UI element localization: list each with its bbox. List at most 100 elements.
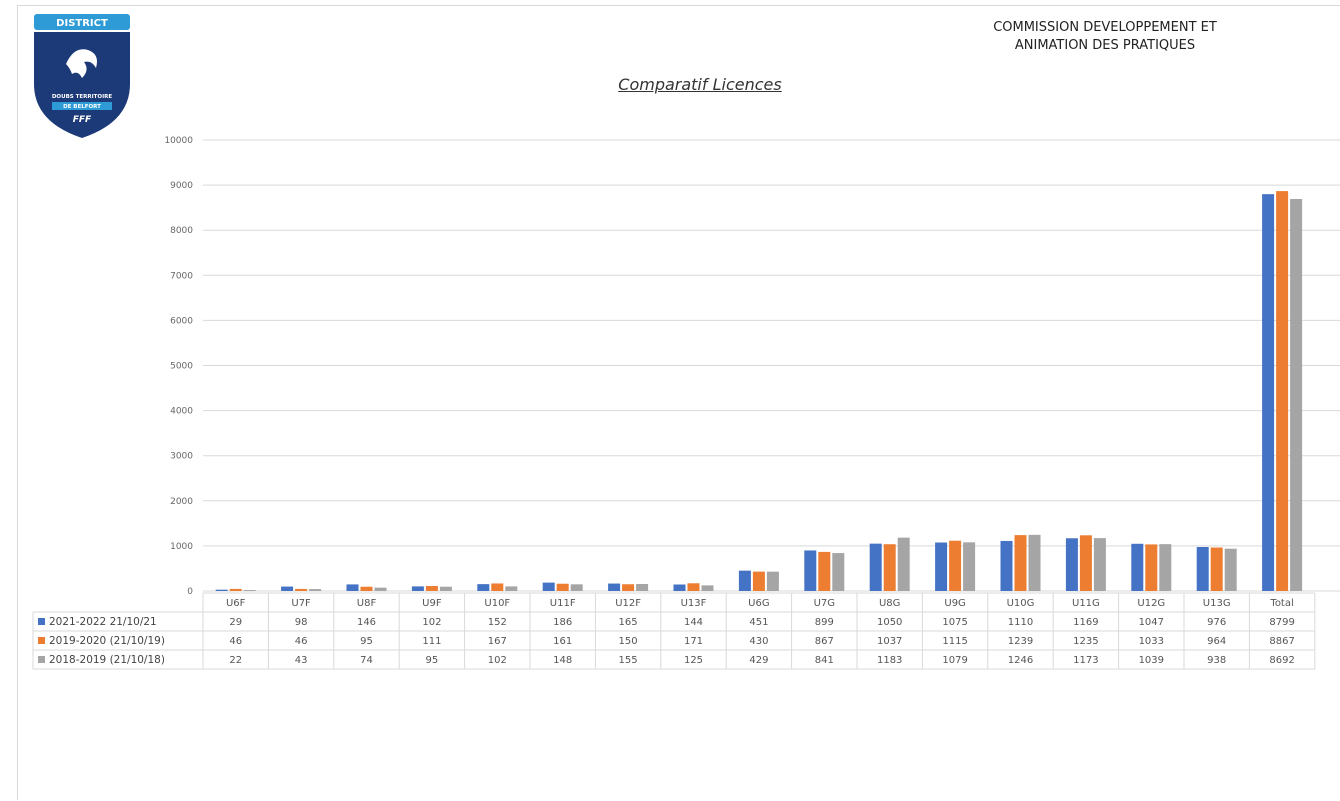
logo-mid-text-1: DOUBS TERRITOIRE bbox=[52, 94, 113, 100]
data-table-value: 111 bbox=[422, 636, 441, 647]
bar bbox=[636, 584, 649, 591]
bar bbox=[897, 537, 910, 591]
bar bbox=[1065, 538, 1078, 591]
category-label: Total bbox=[1269, 598, 1293, 609]
data-table-value: 167 bbox=[488, 636, 507, 647]
bar bbox=[883, 544, 896, 591]
data-table-value: 1033 bbox=[1139, 636, 1164, 647]
data-table-value: 98 bbox=[295, 617, 308, 628]
bar bbox=[505, 586, 518, 591]
data-table-value: 964 bbox=[1207, 636, 1226, 647]
data-table-value: 186 bbox=[553, 617, 572, 628]
data-table-value: 938 bbox=[1207, 655, 1226, 666]
data-table-value: 165 bbox=[619, 617, 638, 628]
bar bbox=[673, 584, 686, 591]
bar bbox=[935, 542, 948, 591]
y-tick-label: 9000 bbox=[170, 181, 193, 191]
y-tick-label: 0 bbox=[187, 587, 193, 597]
data-table-value: 144 bbox=[684, 617, 703, 628]
y-tick-label: 10000 bbox=[164, 136, 193, 146]
category-label: U9G bbox=[944, 598, 965, 609]
bar bbox=[1000, 540, 1013, 591]
legend-key bbox=[38, 656, 45, 663]
legend-label: 2018-2019 (21/10/18) bbox=[49, 654, 165, 666]
data-table-value: 976 bbox=[1207, 617, 1226, 628]
bar bbox=[346, 584, 359, 591]
page-frame bbox=[17, 5, 1340, 800]
bar bbox=[1210, 547, 1223, 591]
data-table-value: 46 bbox=[229, 636, 242, 647]
data-table-value: 152 bbox=[488, 617, 507, 628]
rooster-icon bbox=[66, 49, 97, 78]
bar bbox=[229, 588, 242, 591]
y-tick-label: 1000 bbox=[170, 542, 193, 552]
chart-title: Comparatif Licences bbox=[618, 75, 782, 94]
category-label: U7G bbox=[814, 598, 835, 609]
data-table-value: 171 bbox=[684, 636, 703, 647]
data-table-value: 22 bbox=[229, 655, 242, 666]
data-table-value: 46 bbox=[295, 636, 308, 647]
category-label: U13F bbox=[681, 598, 707, 609]
data-table-value: 8867 bbox=[1269, 636, 1294, 647]
data-table-value: 1050 bbox=[877, 617, 902, 628]
y-tick-label: 5000 bbox=[170, 362, 193, 372]
bar bbox=[752, 571, 765, 591]
data-table-value: 1169 bbox=[1073, 617, 1098, 628]
bar bbox=[556, 583, 569, 591]
data-table-value: 146 bbox=[357, 617, 376, 628]
data-table-value: 8692 bbox=[1269, 655, 1294, 666]
bar bbox=[215, 589, 228, 591]
category-label: U11G bbox=[1072, 598, 1100, 609]
bar bbox=[608, 583, 621, 591]
data-table-value: 841 bbox=[815, 655, 834, 666]
logo-bottom-text: FFF bbox=[73, 115, 92, 125]
bar bbox=[963, 542, 976, 591]
legend-label: 2019-2020 (21/10/19) bbox=[49, 635, 165, 647]
data-table-value: 1047 bbox=[1139, 617, 1164, 628]
data-table-value: 125 bbox=[684, 655, 703, 666]
commission-heading: COMMISSION DEVELOPPEMENT ET ANIMATION DE… bbox=[940, 19, 1270, 55]
category-label: U10G bbox=[1007, 598, 1035, 609]
data-table-value: 1039 bbox=[1139, 655, 1164, 666]
logo-mid-text-2: DE BELFORT bbox=[63, 104, 101, 110]
bar bbox=[1224, 548, 1237, 591]
category-label: U8F bbox=[357, 598, 377, 609]
data-table-value: 867 bbox=[815, 636, 834, 647]
bar bbox=[411, 586, 424, 591]
data-table-value: 451 bbox=[749, 617, 768, 628]
y-tick-label: 7000 bbox=[170, 271, 193, 281]
bar bbox=[1079, 535, 1092, 591]
data-table-value: 95 bbox=[360, 636, 373, 647]
bar bbox=[818, 551, 831, 591]
bar bbox=[869, 543, 882, 591]
district-logo: DISTRICT DOUBS TERRITOIRE DE BELFORT FFF bbox=[34, 14, 130, 138]
data-table-value: 161 bbox=[553, 636, 572, 647]
category-label: U6F bbox=[226, 598, 246, 609]
bar bbox=[766, 571, 779, 591]
y-tick-label: 8000 bbox=[170, 226, 193, 236]
bar bbox=[281, 586, 294, 591]
category-label: U11F bbox=[550, 598, 576, 609]
legend-label: 2021-2022 21/10/21 bbox=[49, 616, 157, 628]
bar bbox=[949, 540, 962, 591]
y-tick-label: 2000 bbox=[170, 497, 193, 507]
bar bbox=[804, 550, 817, 591]
data-table-value: 1173 bbox=[1073, 655, 1098, 666]
data-table-value: 1115 bbox=[942, 636, 967, 647]
logo-shield bbox=[34, 32, 130, 138]
data-table-value: 1075 bbox=[942, 617, 967, 628]
bar bbox=[832, 553, 845, 591]
data-table-value: 1246 bbox=[1008, 655, 1033, 666]
category-label: U13G bbox=[1203, 598, 1231, 609]
bar bbox=[1145, 544, 1158, 591]
bar bbox=[570, 584, 583, 591]
bar bbox=[738, 570, 751, 591]
bar bbox=[687, 583, 700, 591]
y-tick-label: 4000 bbox=[170, 407, 193, 417]
bar bbox=[1093, 538, 1106, 591]
bar bbox=[1290, 198, 1303, 592]
data-table-value: 430 bbox=[749, 636, 768, 647]
category-label: U6G bbox=[748, 598, 769, 609]
data-table-value: 150 bbox=[619, 636, 638, 647]
data-table-value: 155 bbox=[619, 655, 638, 666]
